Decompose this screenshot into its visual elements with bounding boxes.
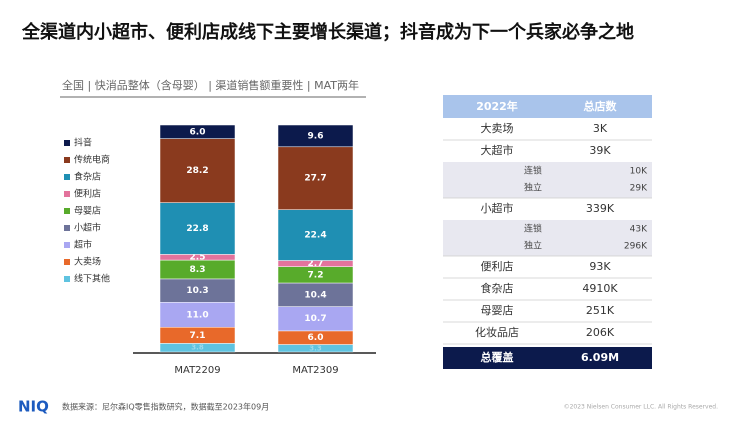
value-label: 3.8 [191,344,204,352]
value-label: 2.7 [308,259,324,269]
row-label: 母婴店 [481,303,514,317]
value-label: 7.1 [190,331,206,341]
total-value: 6.09M [581,351,619,364]
value-label: 28.2 [186,166,208,176]
legend-label: 线下其他 [74,273,110,285]
legend-swatch [64,242,70,248]
row-value: 251K [586,304,615,317]
legend-label: 传统电商 [74,154,110,166]
table-header [443,95,652,118]
value-label: 11.0 [186,310,208,320]
logo: NIQ [18,398,49,416]
total-label: 总覆盖 [481,350,514,364]
row-value: 93K [589,260,611,273]
legend-swatch [64,225,70,231]
bar-segment [159,138,236,203]
value-label: 6.0 [190,127,206,137]
legend-label: 抖音 [74,137,92,149]
value-label: 8.3 [190,265,206,275]
sub-block [443,220,652,256]
slide-title: 全渠道内小超市、便利店成线下主要增长渠道；抖音成为下一个兵家必争之地 [21,21,634,43]
sub-block [443,162,652,198]
x-tick-label: MAT2209 [174,365,220,376]
legend-label: 便利店 [74,188,101,200]
value-label: 2.5 [190,253,206,263]
value-label: 27.7 [304,174,326,184]
value-label: 22.8 [186,224,208,234]
sub-value: 29K [630,184,648,194]
row-label: 大超市 [481,143,514,157]
row-value: 3K [593,122,608,135]
value-label: 6.0 [308,333,324,343]
total-row [443,347,652,369]
bar-segment [277,306,354,332]
row-value: 206K [586,326,615,339]
sub-value: 43K [630,225,648,235]
value-label: 3.3 [309,344,322,352]
legend-swatch [64,174,70,180]
legend-label: 大卖场 [74,256,101,268]
legend-swatch [64,208,70,214]
row-value: 4910K [582,282,618,295]
legend-swatch [64,276,70,282]
value-label: 10.7 [304,314,326,324]
value-label: 7.2 [308,270,324,280]
bar-segment [159,124,236,139]
legend-swatch [64,259,70,265]
copyright: ©2023 Nielsen Consumer LLC. All Rights R… [564,404,719,411]
header-cell: 2022年 [476,99,518,113]
value-label: 10.4 [304,290,326,300]
sub-value: 10K [630,167,648,177]
bar-segment [277,124,354,148]
value-label: 22.4 [304,231,326,241]
bar-segment [277,209,354,261]
chart-subtitle: 全国 | 快消品整体（含母婴） | 渠道销售额重要性 | MAT两年 [62,78,359,92]
sub-label: 独立 [524,240,542,252]
row-label: 化妆品店 [475,325,519,339]
bar-segment [159,302,236,328]
sub-value: 296K [624,242,648,252]
sub-label: 连锁 [524,165,542,177]
bar-segment [277,146,354,210]
sub-label: 连锁 [524,223,542,235]
row-label: 便利店 [481,259,514,273]
row-value: 339K [586,202,615,215]
row-value: 39K [589,144,611,157]
row-label: 食杂店 [481,281,514,295]
row-label: 小超市 [481,201,514,215]
legend-swatch [64,140,70,146]
row-label: 大卖场 [481,121,514,135]
source-note: 数据来源：尼尔森IQ零售指数研究，数据截至2023年09月 [62,402,269,412]
x-tick-label: MAT2309 [292,365,338,376]
legend-label: 小超市 [74,222,101,234]
value-label: 9.6 [308,131,324,141]
legend-label: 母婴店 [74,205,101,217]
legend-label: 食杂店 [74,171,101,183]
header-cell: 总店数 [584,99,618,113]
legend-label: 超市 [74,239,92,251]
legend-swatch [64,157,70,163]
sub-label: 独立 [524,182,542,194]
legend-swatch [64,191,70,197]
value-label: 10.3 [186,286,208,296]
